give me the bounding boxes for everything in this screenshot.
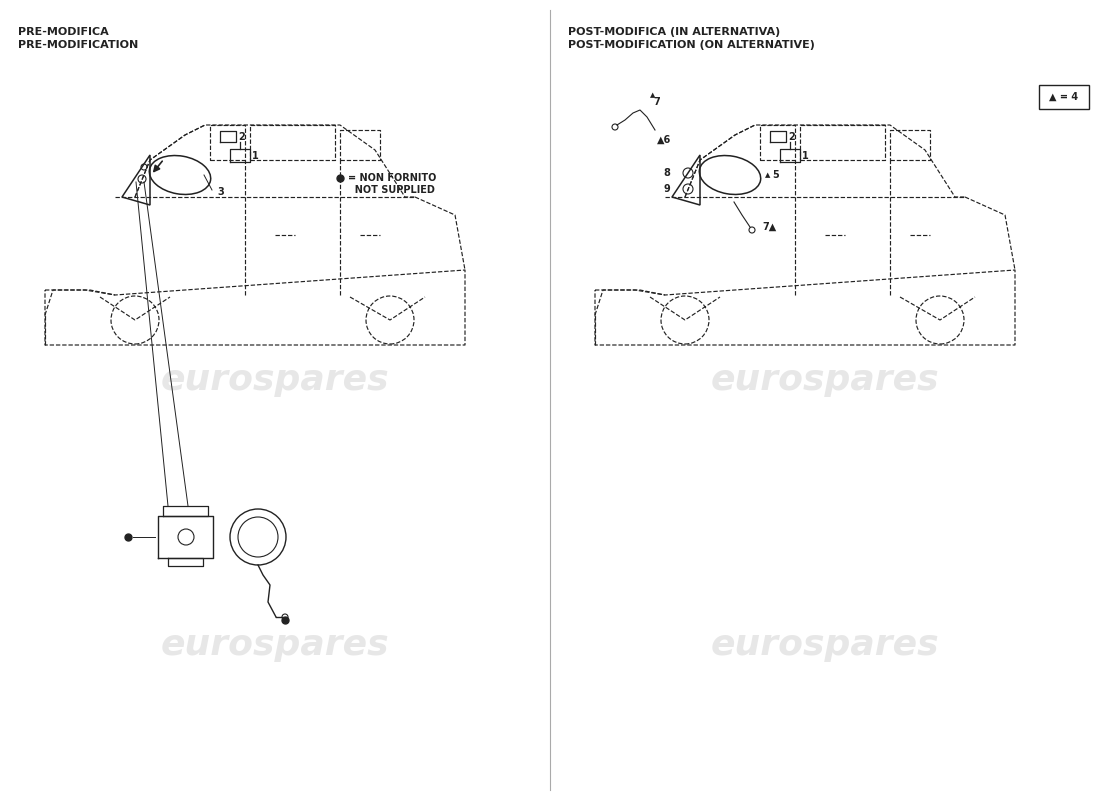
Text: ▲: ▲ xyxy=(650,92,656,98)
Text: eurospares: eurospares xyxy=(161,363,389,397)
Text: = NON FORNITO: = NON FORNITO xyxy=(348,173,437,183)
Text: 2: 2 xyxy=(788,132,794,142)
Text: ▲ = 4: ▲ = 4 xyxy=(1049,92,1079,102)
Text: 3: 3 xyxy=(217,187,223,197)
Text: 7▲: 7▲ xyxy=(762,222,777,232)
Text: 8: 8 xyxy=(663,168,670,178)
Text: eurospares: eurospares xyxy=(711,628,939,662)
Text: eurospares: eurospares xyxy=(711,363,939,397)
Text: PRE-MODIFICATION: PRE-MODIFICATION xyxy=(18,40,139,50)
Text: ▲: ▲ xyxy=(764,172,770,178)
Text: 2: 2 xyxy=(238,132,244,142)
Text: 5: 5 xyxy=(772,170,779,180)
Text: ▲6: ▲6 xyxy=(657,135,671,145)
Text: PRE-MODIFICA: PRE-MODIFICA xyxy=(18,27,109,37)
Text: 1: 1 xyxy=(252,151,258,161)
Text: POST-MODIFICA (IN ALTERNATIVA): POST-MODIFICA (IN ALTERNATIVA) xyxy=(568,27,780,37)
Text: 7: 7 xyxy=(653,97,660,107)
Text: 1: 1 xyxy=(802,151,808,161)
Text: eurospares: eurospares xyxy=(161,628,389,662)
Text: POST-MODIFICATION (ON ALTERNATIVE): POST-MODIFICATION (ON ALTERNATIVE) xyxy=(568,40,815,50)
Text: NOT SUPPLIED: NOT SUPPLIED xyxy=(348,185,435,195)
Text: 9: 9 xyxy=(663,184,670,194)
